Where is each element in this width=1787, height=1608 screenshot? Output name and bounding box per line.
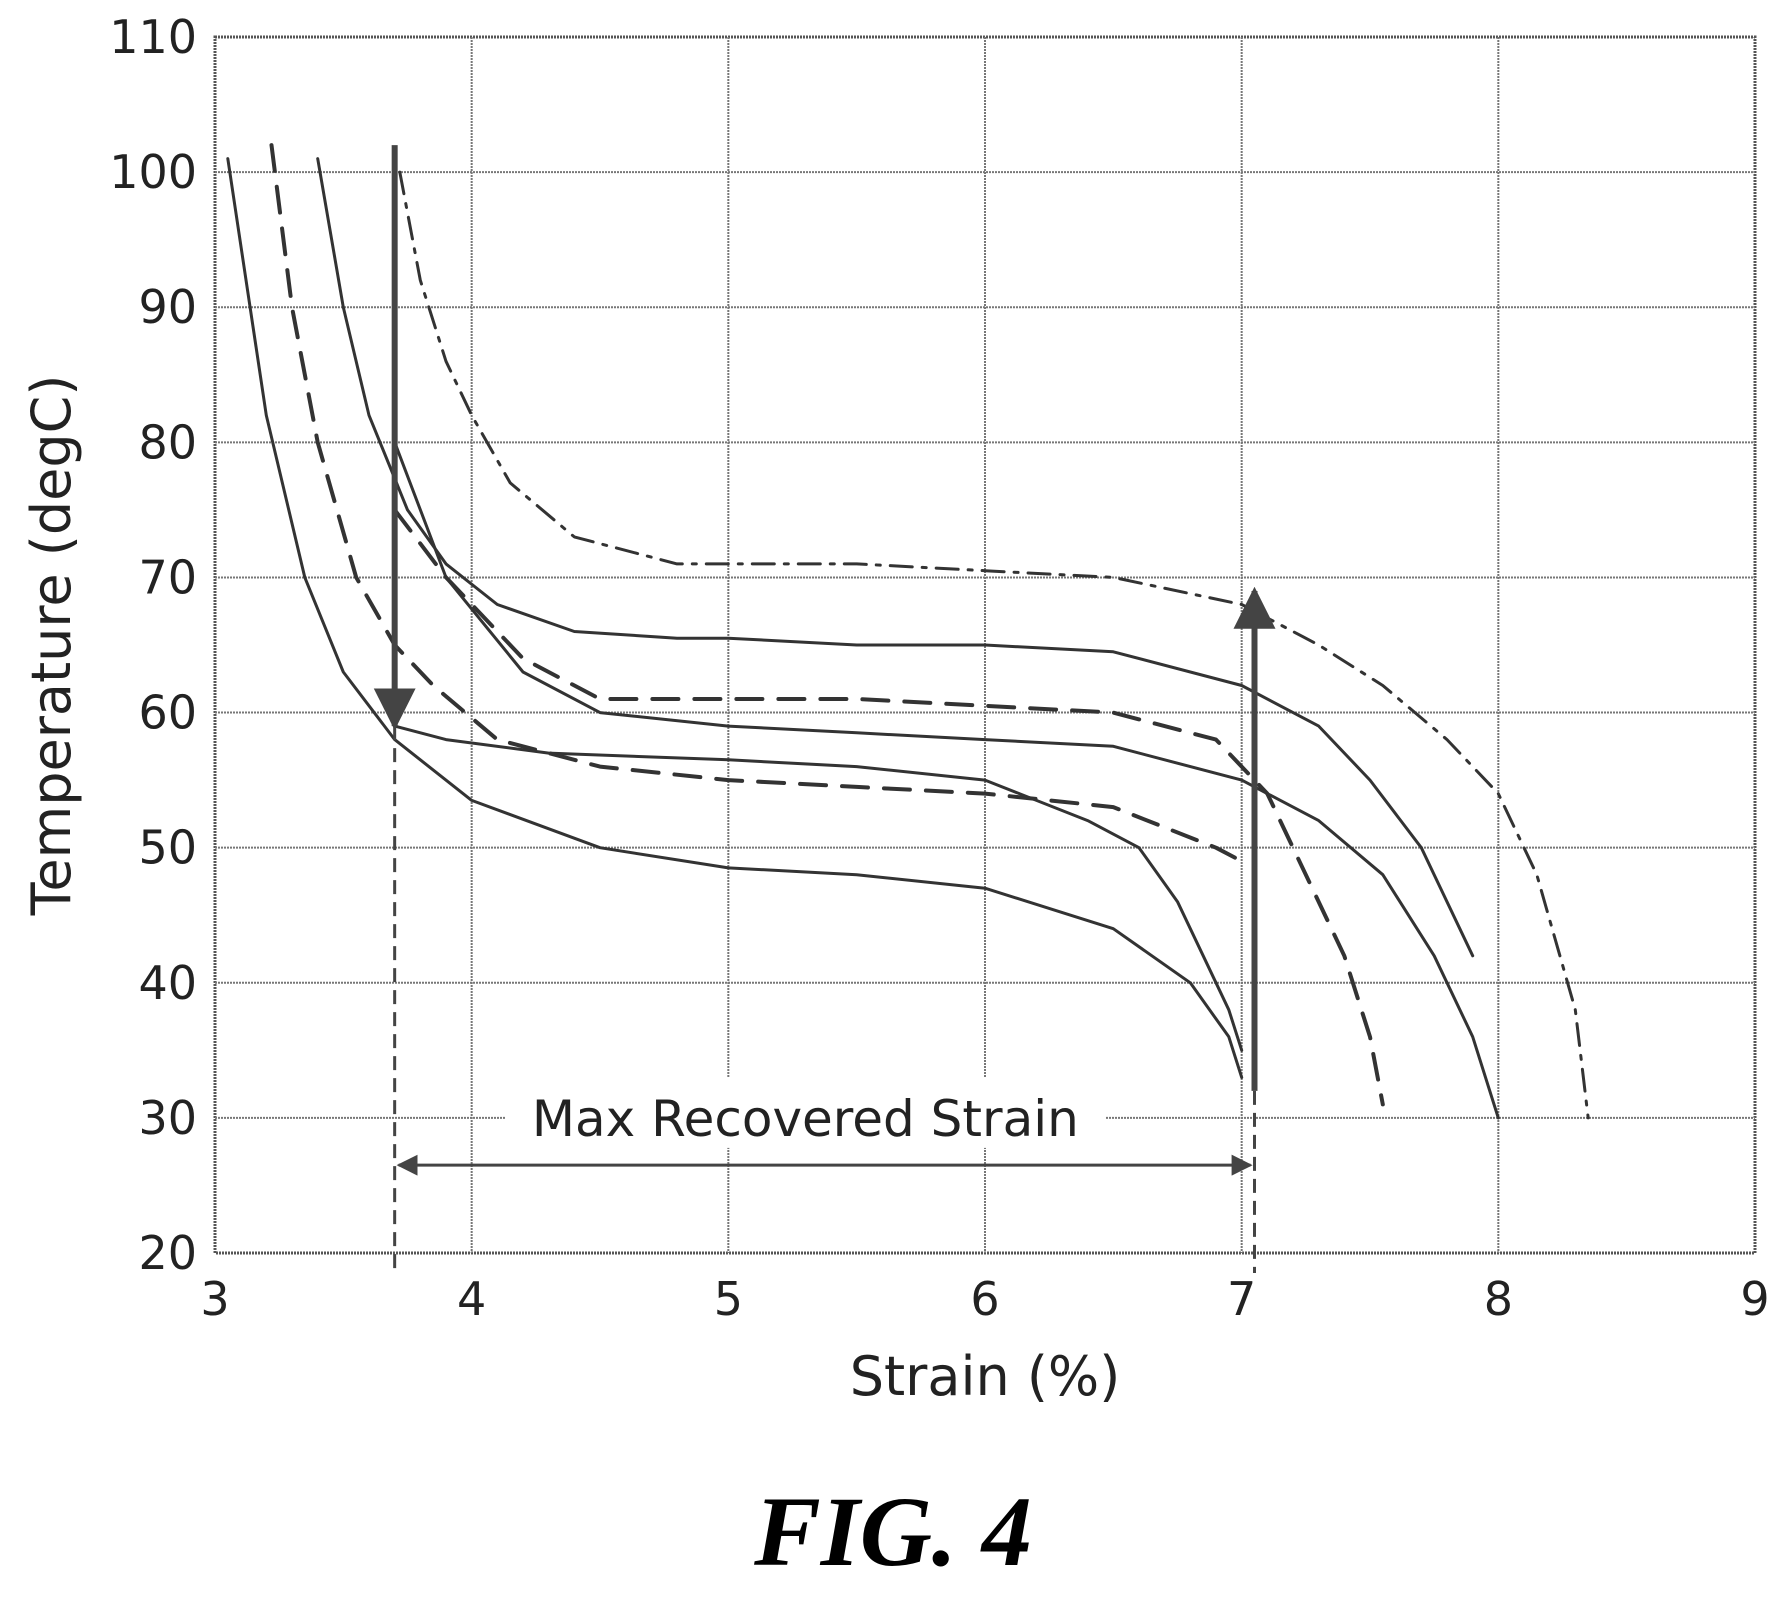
y-tick-label: 20 bbox=[138, 1226, 197, 1280]
series-line-7 bbox=[393, 440, 1500, 1120]
x-tick-label: 4 bbox=[457, 1272, 486, 1326]
x-tick-label: 6 bbox=[970, 1272, 999, 1326]
series-group bbox=[226, 143, 1590, 1120]
y-tick-label: 40 bbox=[138, 956, 197, 1010]
annotation-group: Max Recovered Strain bbox=[373, 145, 1276, 1273]
x-tick-label: 9 bbox=[1740, 1272, 1769, 1326]
y-axis-label: Temperature (degC) bbox=[20, 375, 83, 917]
x-tick-label: 7 bbox=[1227, 1272, 1256, 1326]
x-tick-label: 5 bbox=[714, 1272, 743, 1326]
series-line-6 bbox=[392, 507, 1385, 1107]
y-tick-label: 110 bbox=[109, 10, 197, 64]
y-tick-label: 50 bbox=[138, 821, 197, 875]
y-tick-label: 70 bbox=[138, 550, 197, 604]
series-line-3 bbox=[316, 157, 1475, 958]
y-tick-label: 90 bbox=[138, 280, 197, 334]
y-tick-label: 80 bbox=[138, 415, 197, 469]
figure-label: FIG. 4 bbox=[753, 1476, 1032, 1587]
y-tick-label: 60 bbox=[138, 686, 197, 740]
x-tick-label: 8 bbox=[1484, 1272, 1513, 1326]
series-line-5 bbox=[393, 724, 1244, 1052]
x-tick-label: 3 bbox=[200, 1272, 229, 1326]
annotation-background bbox=[505, 1077, 1106, 1148]
tick-labels: 3 4 5 6 7 8 9 20 30 40 50 60 70 80 90 100 110 bbox=[109, 10, 1769, 1326]
y-tick-label: 30 bbox=[138, 1091, 197, 1145]
x-axis-label: Strain (%) bbox=[850, 1345, 1121, 1408]
series-line-1 bbox=[226, 157, 1244, 1079]
y-tick-label: 100 bbox=[109, 145, 197, 199]
series-line-4 bbox=[398, 170, 1590, 1120]
annotation-text-1: Max Recovered Strain bbox=[532, 1090, 1079, 1148]
